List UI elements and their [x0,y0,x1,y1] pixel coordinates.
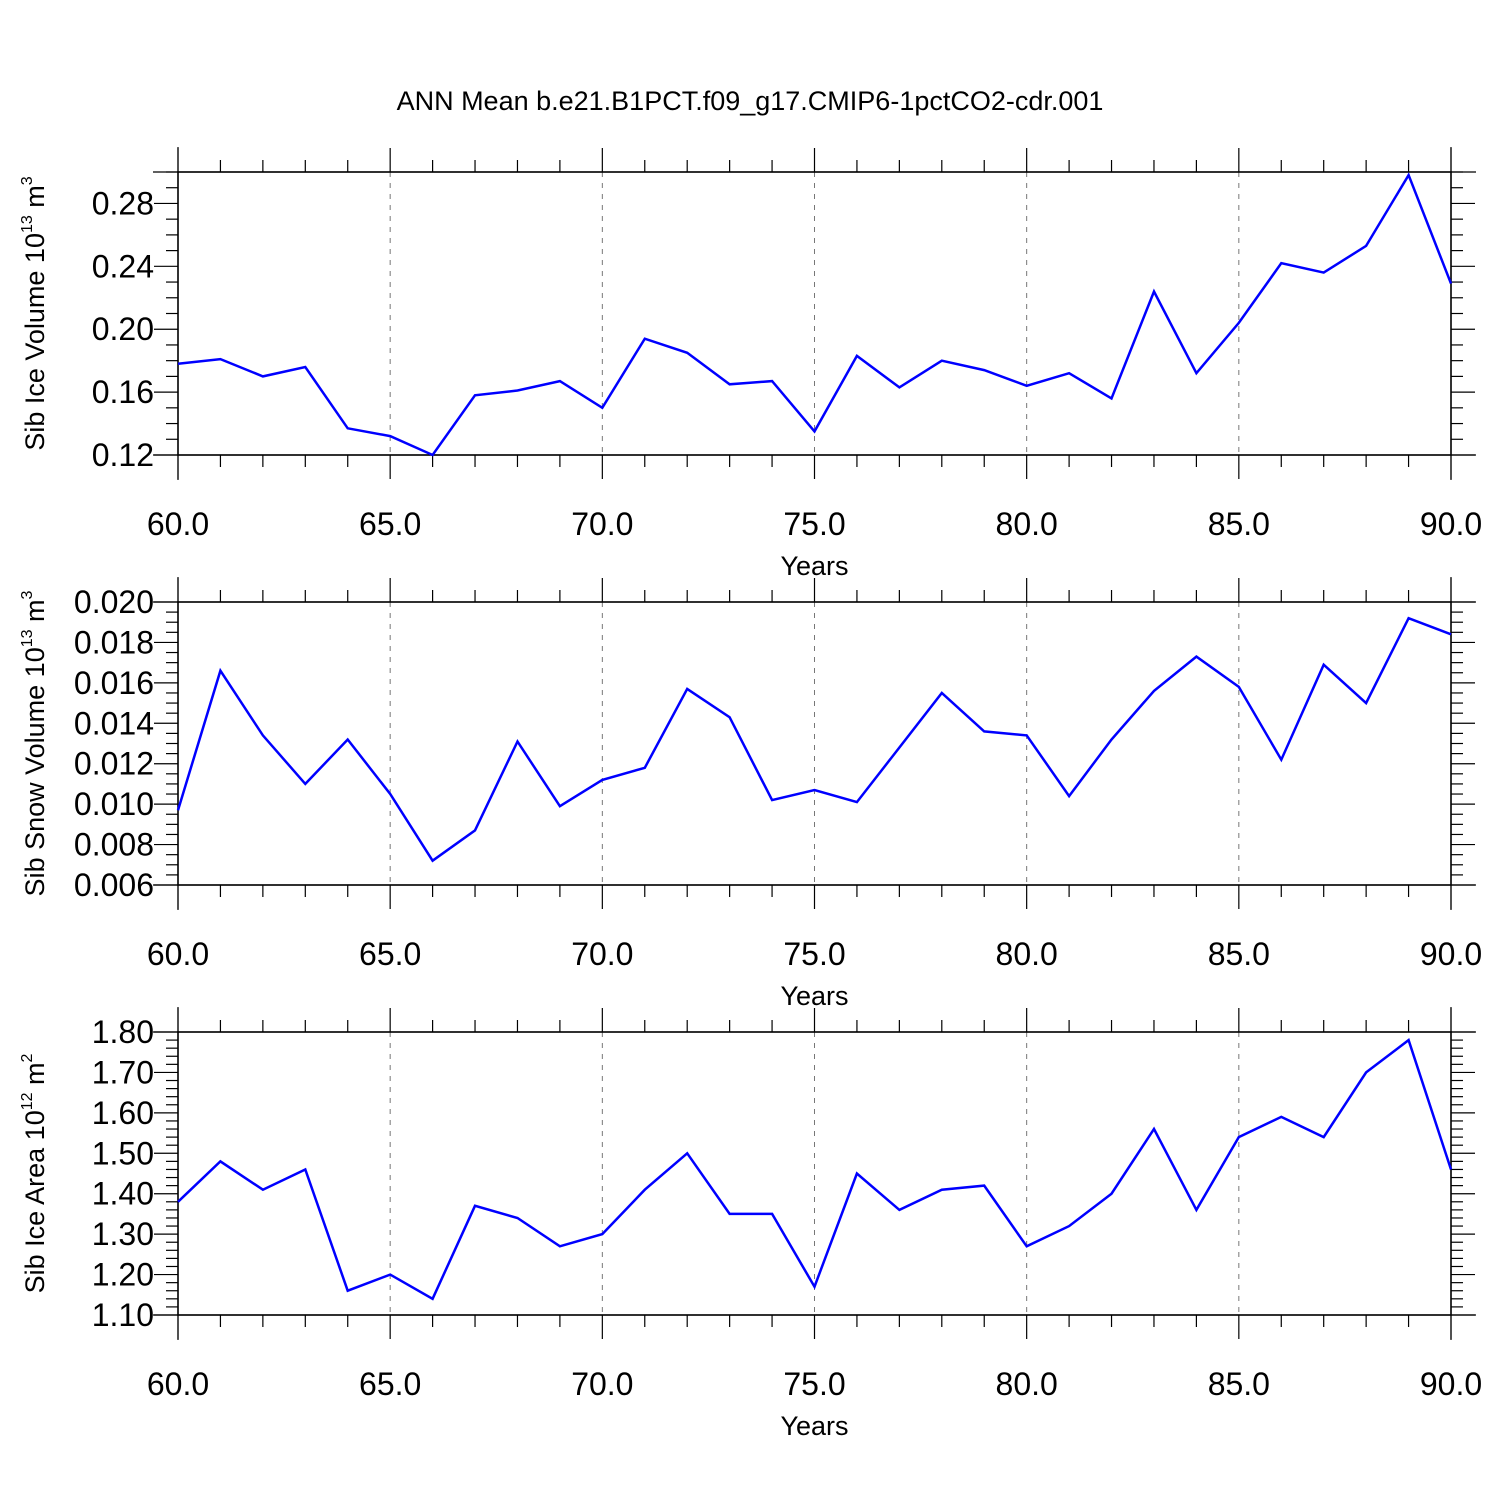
y-tick-label: 0.006 [74,867,154,903]
y-axis-label: Sib Ice Volume 1013 m3 [19,176,50,450]
x-tick-label: 80.0 [996,506,1058,542]
x-tick-label: 90.0 [1420,506,1482,542]
y-tick-label: 1.70 [92,1054,154,1090]
x-tick-label: 80.0 [996,936,1058,972]
x-tick-label: 70.0 [571,936,633,972]
y-tick-label: 1.10 [92,1297,154,1333]
y-tick-label: 1.30 [92,1216,154,1252]
y-tick-label: 0.24 [92,248,154,284]
y-tick-label: 0.16 [92,374,154,410]
x-axis-label: Years [780,1411,848,1441]
y-axis-label-exp: 12 [19,1092,36,1110]
x-tick-label: 60.0 [147,936,209,972]
y-tick-label: 0.020 [74,584,154,620]
x-tick-label: 65.0 [359,506,421,542]
y-axis-label-exp: 13 [19,629,36,647]
y-tick-label: 0.008 [74,827,154,863]
y-axis-label: Sib Snow Volume 1013 m3 [19,590,50,896]
x-tick-label: 65.0 [359,1366,421,1402]
y-tick-label: 1.50 [92,1135,154,1171]
figure-title: ANN Mean b.e21.B1PCT.f09_g17.CMIP6-1pctC… [397,86,1104,116]
x-tick-label: 70.0 [571,506,633,542]
panel-ice-volume: 60.0 65.0 70.0 75.0 80.0 85.0 90.0 Years 0.12 0.1… [19,147,1482,581]
y-tick-label: 0.012 [74,746,154,782]
y-axis-label-unit-exp: 3 [19,176,36,185]
y-axis-label-base: Sib Ice Volume 10 [20,233,50,451]
x-tick-label: 60.0 [147,506,209,542]
y-tick-label: 0.016 [74,665,154,701]
x-tick-label: 70.0 [571,1366,633,1402]
y-axis-label-unit: m [20,1062,50,1092]
y-tick-label: 0.014 [74,705,154,741]
panel-ice-area: 60.0 65.0 70.0 75.0 80.0 85.0 90.0 Years 1.10 1.2… [19,1007,1482,1441]
x-tick-label: 85.0 [1208,1366,1270,1402]
y-tick-label: 1.20 [92,1257,154,1293]
x-tick-label: 80.0 [996,1366,1058,1402]
series-line-ice-area [177,1038,1453,1301]
plot-frame [177,601,1452,886]
y-tick-label: 1.60 [92,1095,154,1131]
y-axis-label-base: Sib Snow Volume 10 [20,647,50,896]
series-line-snow-volume [176,616,1452,863]
panel-snow-volume: 60.0 65.0 70.0 75.0 80.0 85.0 90.0 Years 0.006 0.… [19,577,1482,1011]
x-tick-label: 75.0 [783,506,845,542]
y-tick-label: 0.20 [92,311,154,347]
y-tick-label: 0.28 [92,185,154,221]
plot-frame [177,1031,1452,1316]
series-line-ice-volume [177,172,1453,457]
y-axis-label-unit: m [20,185,50,215]
y-axis-label-exp: 13 [19,215,36,233]
y-axis-label-unit-exp: 3 [19,590,36,599]
y-tick-label: 0.018 [74,624,154,660]
y-axis-label: Sib Ice Area 1012 m2 [19,1053,50,1293]
x-tick-label: 85.0 [1208,506,1270,542]
y-tick-label: 1.80 [92,1014,154,1050]
plot-frame [177,171,1452,456]
y-axis-label-base: Sib Ice Area 10 [20,1110,50,1293]
x-axis-label: Years [780,981,848,1011]
x-axis-label: Years [780,551,848,581]
x-tick-label: 75.0 [783,936,845,972]
y-tick-label: 1.40 [92,1176,154,1212]
y-tick-label: 0.010 [74,786,154,822]
x-tick-label: 75.0 [783,1366,845,1402]
x-tick-label: 65.0 [359,936,421,972]
y-axis-label-unit: m [20,599,50,629]
x-tick-label: 60.0 [147,1366,209,1402]
y-tick-label: 0.12 [92,437,154,473]
y-axis-label-unit-exp: 2 [19,1053,36,1062]
x-tick-label: 85.0 [1208,936,1270,972]
x-tick-label: 90.0 [1420,936,1482,972]
x-tick-label: 90.0 [1420,1366,1482,1402]
